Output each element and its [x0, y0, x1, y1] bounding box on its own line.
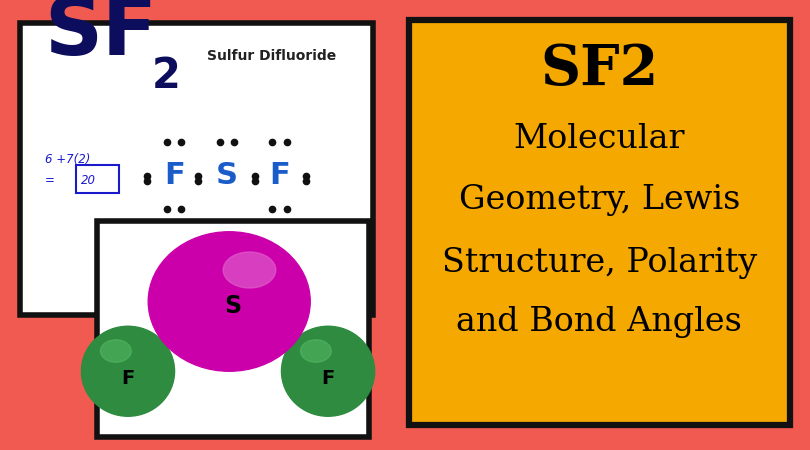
Ellipse shape	[148, 232, 310, 371]
FancyBboxPatch shape	[409, 20, 790, 425]
Ellipse shape	[224, 252, 275, 288]
Text: F: F	[164, 161, 185, 190]
Ellipse shape	[282, 326, 374, 416]
Text: Sulfur Difluoride: Sulfur Difluoride	[207, 49, 336, 63]
Text: 6 +7(2): 6 +7(2)	[45, 153, 90, 166]
Text: SF2: SF2	[540, 42, 659, 97]
Ellipse shape	[301, 340, 331, 362]
Text: 2: 2	[151, 55, 181, 97]
Text: S: S	[215, 161, 238, 190]
Text: SF: SF	[45, 0, 158, 72]
Ellipse shape	[81, 326, 175, 416]
Text: F: F	[322, 369, 335, 387]
Text: Molecular: Molecular	[514, 123, 685, 156]
FancyBboxPatch shape	[20, 22, 373, 315]
Text: S: S	[224, 294, 242, 318]
Text: and Bond Angles: and Bond Angles	[457, 306, 742, 338]
Text: F: F	[122, 369, 134, 387]
Ellipse shape	[100, 340, 131, 362]
Text: =: =	[45, 174, 58, 186]
Text: Geometry, Lewis: Geometry, Lewis	[458, 184, 740, 216]
Text: 20: 20	[81, 174, 96, 186]
FancyBboxPatch shape	[76, 165, 119, 193]
Text: F: F	[269, 161, 290, 190]
Text: Structure, Polarity: Structure, Polarity	[441, 247, 757, 279]
FancyBboxPatch shape	[97, 220, 369, 436]
